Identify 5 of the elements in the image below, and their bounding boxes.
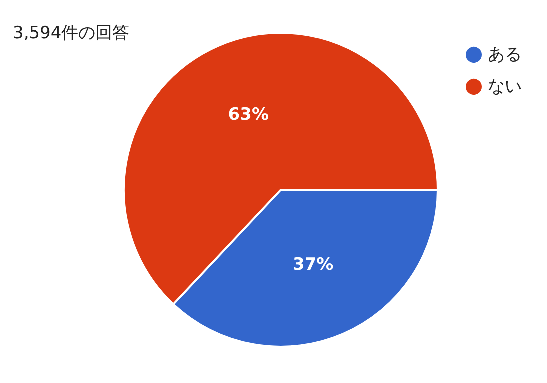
legend-label: ある — [488, 45, 522, 65]
data-label: 63% — [228, 105, 269, 126]
data-label: 37% — [293, 254, 334, 275]
legend-label: ない — [488, 77, 522, 97]
chart-title: 3,594件の回答 — [13, 24, 130, 44]
